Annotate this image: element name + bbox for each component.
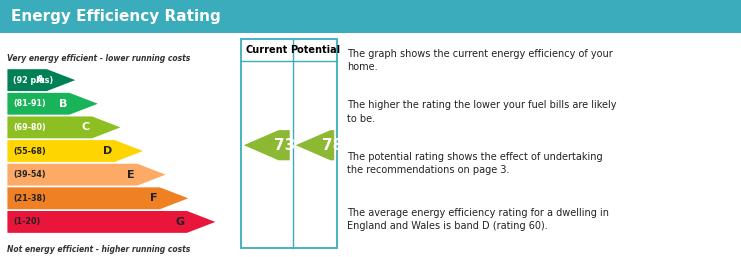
Text: (21-38): (21-38)	[13, 194, 46, 203]
Polygon shape	[7, 140, 143, 162]
Polygon shape	[7, 69, 76, 91]
Text: (1-20): (1-20)	[13, 217, 41, 226]
Text: G: G	[176, 217, 185, 227]
Text: The higher the rating the lower your fuel bills are likely
to be.: The higher the rating the lower your fue…	[347, 100, 617, 124]
Polygon shape	[7, 187, 188, 209]
Text: C: C	[82, 122, 90, 132]
Text: B: B	[59, 99, 67, 109]
Text: Potential: Potential	[290, 45, 340, 55]
Text: Very energy efficient - lower running costs: Very energy efficient - lower running co…	[7, 53, 190, 62]
Bar	[241, 39, 337, 248]
Text: The graph shows the current energy efficiency of your
home.: The graph shows the current energy effic…	[347, 49, 613, 72]
Text: D: D	[103, 146, 113, 156]
Text: 78: 78	[322, 138, 343, 153]
Text: Not energy efficient - higher running costs: Not energy efficient - higher running co…	[7, 245, 190, 254]
Text: Energy Efficiency Rating: Energy Efficiency Rating	[11, 9, 221, 24]
Text: The average energy efficiency rating for a dwelling in
England and Wales is band: The average energy efficiency rating for…	[347, 208, 609, 231]
Text: F: F	[150, 193, 158, 203]
Text: (81-91): (81-91)	[13, 99, 46, 108]
Text: A: A	[36, 75, 44, 85]
Text: (39-54): (39-54)	[13, 170, 46, 179]
Polygon shape	[7, 93, 98, 115]
Polygon shape	[7, 116, 120, 138]
Polygon shape	[7, 211, 216, 233]
Text: 73: 73	[273, 138, 295, 153]
Text: (55-68): (55-68)	[13, 146, 46, 155]
Text: (92 plus): (92 plus)	[13, 76, 53, 85]
Text: E: E	[127, 170, 135, 180]
Text: (69-80): (69-80)	[13, 123, 46, 132]
Bar	[0, 0, 741, 33]
Polygon shape	[7, 164, 166, 186]
Polygon shape	[296, 130, 334, 160]
Text: Current: Current	[245, 45, 288, 55]
Polygon shape	[244, 130, 290, 160]
Text: The potential rating shows the effect of undertaking
the recommendations on page: The potential rating shows the effect of…	[347, 152, 602, 175]
